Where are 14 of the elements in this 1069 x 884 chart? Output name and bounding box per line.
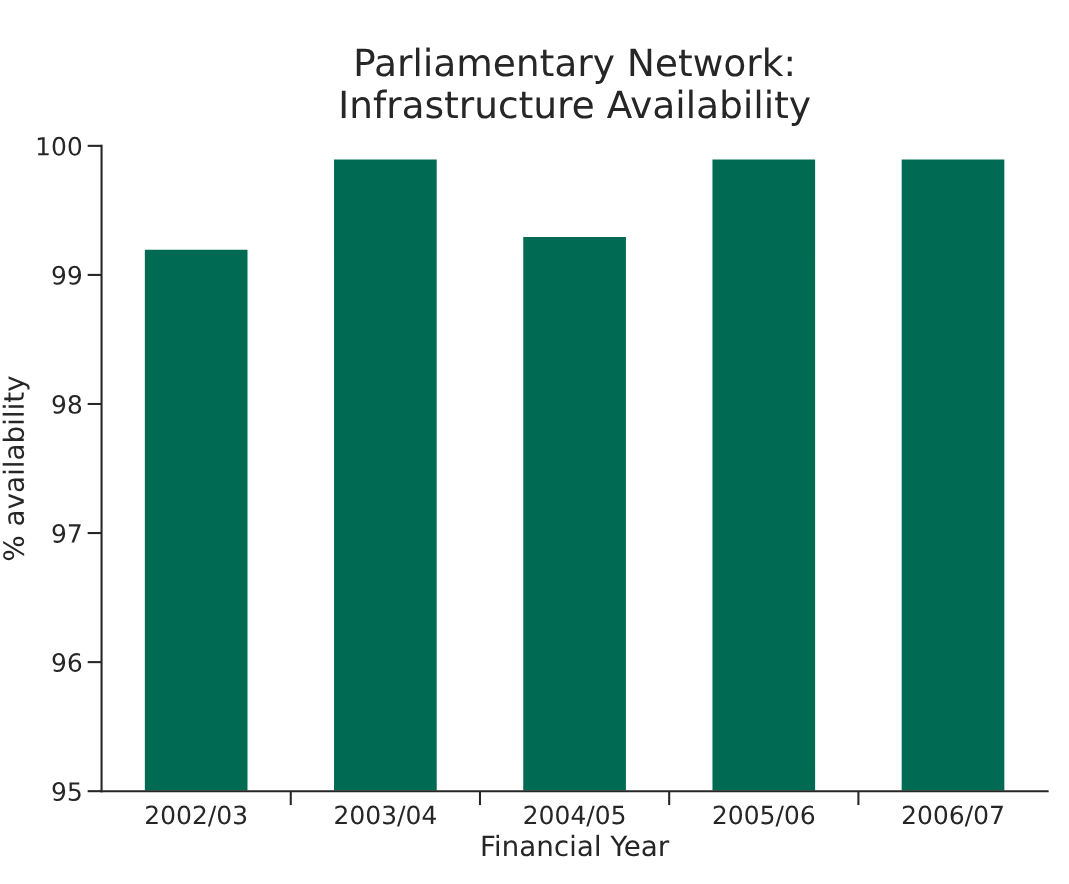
y-tick-label: 100: [37, 136, 82, 156]
y-tick-label: 97: [52, 524, 81, 543]
x-tick-label: 2004/05: [524, 805, 625, 827]
y-tick-label: 95: [52, 782, 81, 802]
chart-title: Parliamentary Network: Infrastructure Availability: [341, 47, 810, 126]
y-axis-title: % availability: [2, 376, 30, 561]
x-tick-label: 2006/07: [902, 805, 1003, 827]
y-tick-label: 96: [52, 653, 82, 672]
x-tick-label: 2002/03: [146, 805, 247, 827]
x-tick-label: 2005/06: [713, 805, 815, 827]
y-tick-label: 99: [52, 265, 82, 285]
x-tick-label: 2003/04: [335, 805, 436, 827]
x-axis-title: Financial Year: [482, 834, 670, 857]
y-tick-label: 98: [52, 394, 82, 414]
